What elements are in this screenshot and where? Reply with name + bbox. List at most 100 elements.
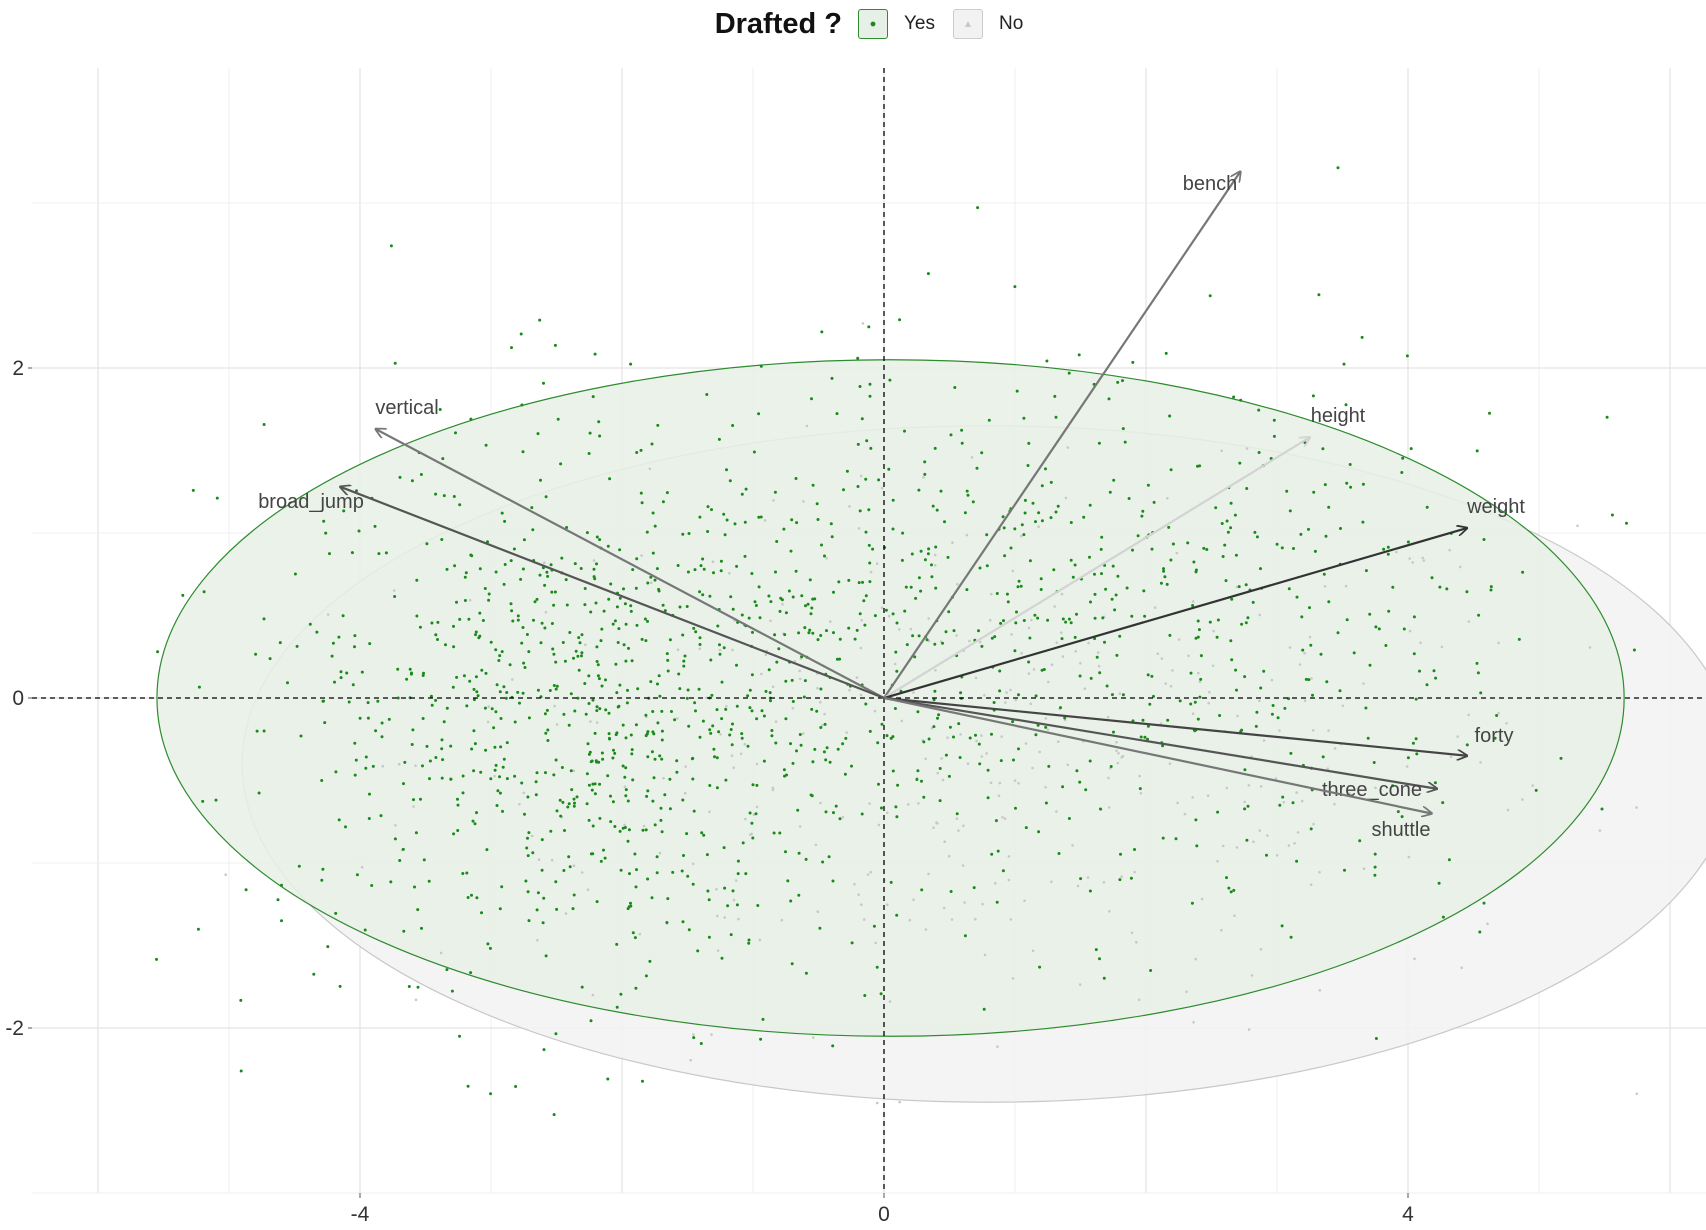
- point-yes: [420, 926, 423, 930]
- point-yes: [1019, 584, 1023, 588]
- point-no: [951, 541, 954, 544]
- point-no: [1176, 801, 1179, 805]
- point-yes: [1150, 547, 1154, 551]
- point-yes: [653, 757, 657, 761]
- point-yes: [350, 551, 354, 555]
- point-no: [623, 823, 626, 827]
- point-yes: [320, 878, 324, 882]
- point-yes: [770, 734, 774, 738]
- point-yes: [1391, 585, 1395, 589]
- point-yes: [1254, 724, 1258, 728]
- y-tick-label: 0: [12, 687, 24, 710]
- point-yes: [728, 733, 732, 737]
- point-yes: [1309, 827, 1313, 831]
- point-yes: [811, 631, 815, 635]
- point-no: [888, 1000, 892, 1003]
- point-no: [1057, 740, 1060, 743]
- point-yes: [863, 994, 867, 997]
- point-yes: [1143, 614, 1147, 618]
- point-yes: [393, 595, 397, 598]
- point-yes: [589, 760, 593, 764]
- point-yes: [478, 567, 482, 571]
- point-yes: [629, 901, 632, 905]
- point-yes: [769, 600, 773, 604]
- point-yes: [1038, 965, 1042, 969]
- point-no: [985, 752, 988, 755]
- point-no: [1102, 880, 1106, 884]
- point-no: [1164, 682, 1167, 685]
- point-no: [947, 854, 951, 858]
- point-yes: [592, 567, 596, 571]
- point-no: [989, 781, 993, 785]
- point-yes: [461, 774, 465, 778]
- point-yes: [355, 489, 358, 493]
- point-yes: [501, 809, 504, 813]
- point-yes: [1148, 702, 1152, 706]
- point-yes: [1377, 627, 1381, 631]
- point-yes: [980, 644, 984, 648]
- point-no: [1168, 762, 1172, 765]
- point-no: [1096, 651, 1100, 654]
- point-yes: [607, 597, 611, 601]
- point-no: [860, 903, 863, 906]
- point-yes: [995, 592, 999, 595]
- point-yes: [1232, 888, 1236, 892]
- point-yes: [975, 466, 979, 470]
- point-yes: [603, 856, 607, 860]
- point-no: [1031, 949, 1035, 953]
- point-no: [1225, 786, 1229, 790]
- point-yes: [1292, 547, 1295, 550]
- point-no: [1116, 761, 1120, 765]
- point-yes: [597, 420, 601, 424]
- point-yes: [351, 683, 355, 687]
- point-yes: [665, 652, 669, 656]
- point-yes: [526, 890, 530, 894]
- point-yes: [368, 642, 372, 646]
- point-no: [414, 998, 418, 1002]
- point-yes: [461, 872, 465, 875]
- point-yes: [576, 696, 580, 700]
- point-yes: [580, 651, 584, 655]
- point-yes: [1039, 577, 1043, 581]
- point-yes: [863, 623, 867, 627]
- point-yes: [363, 928, 367, 932]
- point-yes: [644, 734, 648, 738]
- point-yes: [611, 622, 615, 626]
- point-yes: [1345, 618, 1349, 622]
- point-yes: [668, 777, 672, 781]
- point-yes: [1075, 612, 1078, 616]
- point-yes: [666, 897, 670, 901]
- point-yes: [470, 747, 474, 751]
- point-no: [1166, 497, 1169, 500]
- point-yes: [527, 919, 531, 923]
- point-yes: [1205, 548, 1209, 551]
- point-yes: [589, 1019, 593, 1023]
- point-yes: [1084, 788, 1088, 792]
- point-yes: [963, 511, 967, 515]
- point-yes: [337, 818, 341, 822]
- point-yes: [686, 570, 690, 574]
- point-yes: [1022, 533, 1026, 537]
- point-yes: [1003, 554, 1007, 558]
- point-yes: [810, 397, 813, 401]
- point-yes: [1253, 530, 1257, 534]
- point-yes: [444, 643, 447, 647]
- point-yes: [559, 814, 563, 818]
- point-no: [1192, 1021, 1195, 1024]
- point-yes: [1125, 586, 1129, 590]
- point-no: [1005, 691, 1008, 694]
- point-yes: [818, 926, 822, 930]
- point-yes: [1243, 807, 1247, 811]
- point-yes: [1069, 621, 1073, 625]
- point-yes: [648, 959, 652, 963]
- legend-key-no: [953, 9, 983, 39]
- point-yes: [483, 706, 487, 710]
- point-no: [1194, 957, 1197, 961]
- point-yes: [353, 741, 357, 745]
- point-no: [1327, 729, 1330, 732]
- point-yes: [511, 619, 515, 623]
- point-yes: [789, 899, 793, 903]
- point-yes: [790, 518, 794, 522]
- point-yes: [880, 806, 883, 810]
- point-yes: [717, 730, 721, 734]
